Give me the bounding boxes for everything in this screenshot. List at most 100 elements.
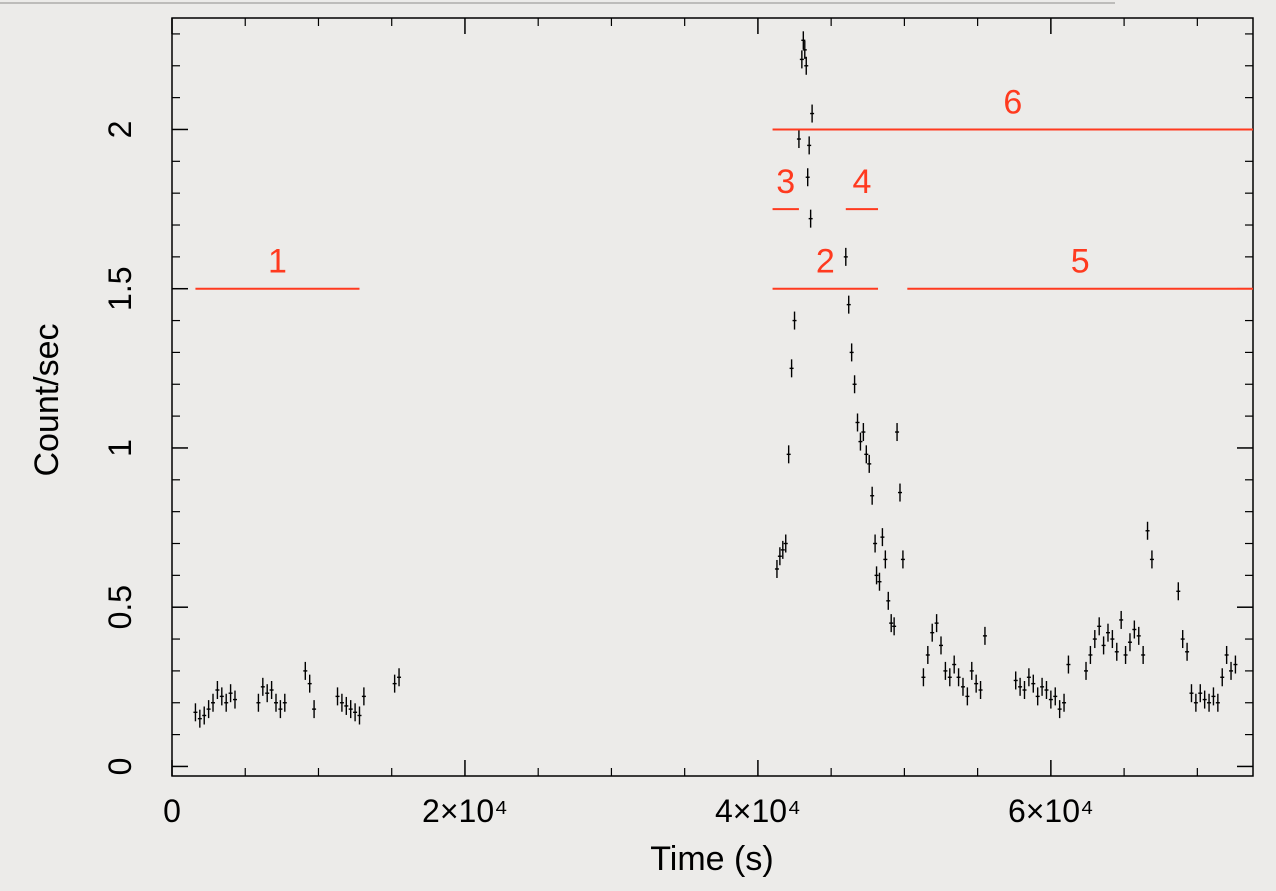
data-point — [889, 614, 894, 633]
data-point — [947, 668, 952, 687]
annotation-label: 6 — [1003, 83, 1022, 121]
data-point — [224, 693, 229, 712]
data-point — [211, 693, 216, 712]
annotation-label: 1 — [268, 243, 287, 281]
data-point — [1211, 687, 1216, 706]
data-point — [939, 636, 944, 655]
data-point — [969, 661, 974, 680]
data-point — [228, 684, 233, 703]
data-point — [312, 700, 317, 719]
data-point — [1198, 684, 1203, 703]
data-point — [805, 168, 810, 187]
data-point — [1224, 645, 1229, 664]
data-point — [804, 56, 809, 75]
data-point — [1189, 684, 1194, 703]
annotation-label: 3 — [776, 163, 795, 201]
data-points — [193, 31, 1238, 728]
data-point — [934, 614, 939, 633]
data-point — [202, 706, 207, 725]
data-point — [774, 559, 779, 578]
data-point — [796, 130, 801, 149]
data-point — [1233, 655, 1238, 674]
data-point — [799, 50, 804, 69]
data-point — [802, 40, 807, 59]
y-tick-label: 0 — [102, 758, 138, 776]
data-point — [1013, 671, 1018, 690]
data-point — [307, 674, 312, 693]
data-point — [982, 626, 987, 645]
data-point — [361, 687, 366, 706]
annotation-label: 2 — [816, 243, 835, 281]
data-point — [1101, 636, 1106, 655]
data-point — [810, 104, 815, 123]
data-point — [1035, 687, 1040, 706]
x-tick-label: 0 — [163, 793, 181, 829]
x-tick-label: 2×10⁴ — [422, 793, 508, 829]
data-point — [877, 572, 882, 591]
data-point — [348, 700, 353, 719]
data-point — [1123, 645, 1128, 664]
data-point — [265, 684, 270, 703]
data-point — [278, 700, 283, 719]
data-point — [873, 534, 878, 553]
data-point — [357, 706, 362, 725]
data-point — [960, 677, 965, 696]
data-point — [1193, 693, 1198, 712]
data-point — [897, 483, 902, 502]
data-point — [215, 681, 220, 700]
data-point — [392, 674, 397, 693]
data-point — [1022, 681, 1027, 700]
annotation-label: 5 — [1071, 243, 1090, 281]
data-point — [974, 674, 979, 693]
data-point — [1220, 668, 1225, 687]
data-point — [874, 566, 879, 585]
data-point — [1136, 626, 1141, 645]
data-point — [1031, 674, 1036, 693]
y-axis-label: Count/sec — [28, 323, 66, 476]
x-tick-label: 4×10⁴ — [715, 793, 801, 829]
data-point — [273, 693, 278, 712]
data-point — [1018, 677, 1023, 696]
data-point — [789, 359, 794, 378]
data-point — [206, 700, 211, 719]
y-tick-label: 0.5 — [102, 585, 138, 629]
data-point — [256, 693, 261, 712]
data-point — [232, 690, 237, 709]
data-point — [978, 681, 983, 700]
data-point — [780, 540, 785, 559]
data-point — [1145, 521, 1150, 540]
axis-tick-labels: 0 2×10⁴ 4×10⁴ 6×10⁴ 0 0.5 1 1.5 2 — [102, 121, 1094, 829]
data-point — [867, 454, 872, 473]
data-point — [1040, 677, 1045, 696]
data-point — [952, 655, 957, 674]
data-point — [193, 703, 198, 722]
data-point — [260, 677, 265, 696]
data-point — [282, 693, 287, 712]
data-point — [777, 547, 782, 566]
data-point — [956, 668, 961, 687]
data-point — [1066, 655, 1071, 674]
data-point — [870, 486, 875, 505]
data-point — [269, 681, 274, 700]
y-tick-label: 2 — [102, 121, 138, 139]
x-tick-label: 6×10⁴ — [1008, 793, 1094, 829]
data-point — [303, 661, 308, 680]
axis-ticks — [171, 18, 1253, 776]
data-point — [397, 668, 402, 687]
data-point — [792, 311, 797, 330]
data-point — [921, 668, 926, 687]
y-tick-label: 1 — [102, 439, 138, 457]
data-point — [1202, 690, 1207, 709]
data-point — [808, 209, 813, 228]
data-point — [1105, 623, 1110, 642]
data-point — [1132, 620, 1137, 639]
data-point — [1110, 630, 1115, 649]
data-point — [843, 247, 848, 266]
data-point — [1127, 633, 1132, 652]
data-point — [1180, 630, 1185, 649]
data-point — [886, 591, 891, 610]
plot-frame — [171, 17, 1254, 777]
data-point — [783, 534, 788, 553]
data-point — [1176, 582, 1181, 601]
